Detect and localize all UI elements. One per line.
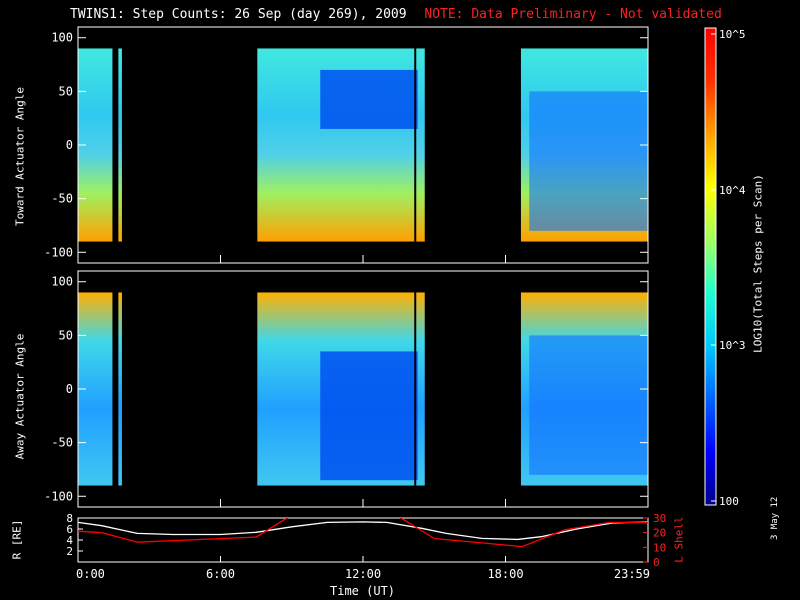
- orbit-ytick-right-label: 20: [653, 527, 666, 540]
- orbit-ytick-right-label: 30: [653, 512, 666, 525]
- colorbar-tick-label: 10^3: [719, 339, 746, 352]
- series-r: [78, 521, 648, 541]
- orbit-xtick-label: 12:00: [345, 567, 381, 581]
- away-low-count-region: [529, 335, 648, 475]
- orbit-ylabel-left: R [RE]: [10, 519, 24, 560]
- toward-ylabel: Toward Actuator Angle: [13, 86, 27, 227]
- colorbar-label: LOG10(Total Steps per Scan): [751, 174, 765, 353]
- toward-ytick-label: 0: [66, 138, 73, 152]
- away-ytick-label: -100: [44, 489, 73, 503]
- away-ylabel: Away Actuator Angle: [13, 333, 27, 460]
- away-panel: 100 50 0 -50 -100: [44, 270, 649, 508]
- colorbar-tick-label: 100: [719, 495, 739, 508]
- toward-data-block: [118, 48, 122, 242]
- toward-low-count-region: [529, 91, 648, 231]
- orbit-xtick-label: 6:00: [206, 567, 235, 581]
- series-l-shell: [78, 518, 648, 548]
- away-data-block: [118, 292, 122, 486]
- orbit-ylabel-right: L Shell: [672, 516, 686, 563]
- away-ytick-label: 50: [59, 328, 73, 342]
- orbit-frame: [77, 517, 649, 563]
- toward-ytick-label: -50: [51, 192, 73, 206]
- toward-panel: 100 50 0 -50 -100: [44, 26, 649, 264]
- orbit-ytick-left-label: 2: [66, 545, 73, 558]
- away-low-count-region: [320, 351, 418, 481]
- colorbar-tick-label: 10^4: [719, 184, 746, 197]
- toward-ytick-label: 100: [51, 31, 73, 45]
- orbit-xtick-label: 23:59: [614, 567, 650, 581]
- colorbar-tick-label: 10^5: [719, 28, 746, 41]
- away-ytick-label: 100: [51, 275, 73, 289]
- away-ytick-label: 0: [66, 382, 73, 396]
- away-ytick-label: -50: [51, 436, 73, 450]
- orbit-xlabel: Time (UT): [330, 584, 396, 598]
- orbit-ytick-left-label: 4: [66, 534, 73, 547]
- orbit-ytick-left-label: 6: [66, 523, 73, 536]
- preliminary-note: NOTE: Data Preliminary - Not validated: [424, 7, 722, 22]
- chart-title: TWINS1: Step Counts: 26 Sep (day 269), 2…: [70, 7, 407, 22]
- orbit-ytick-left-label: 8: [66, 512, 73, 525]
- orbit-ytick-right-label: 10: [653, 541, 666, 554]
- orbit-xtick-label: 18:00: [487, 567, 523, 581]
- toward-ytick-label: -100: [44, 245, 73, 259]
- colorbar: [704, 27, 717, 506]
- orbit-ytick-right-label: 0: [653, 556, 660, 569]
- date-stamp: 3 May 12: [770, 496, 780, 540]
- toward-low-count-region: [320, 69, 418, 129]
- toward-ytick-label: 50: [59, 84, 73, 98]
- orbit-xtick-label: 0:00: [76, 567, 105, 581]
- chart-title-row: TWINS1: Step Counts: 26 Sep (day 269), 2…: [70, 7, 722, 22]
